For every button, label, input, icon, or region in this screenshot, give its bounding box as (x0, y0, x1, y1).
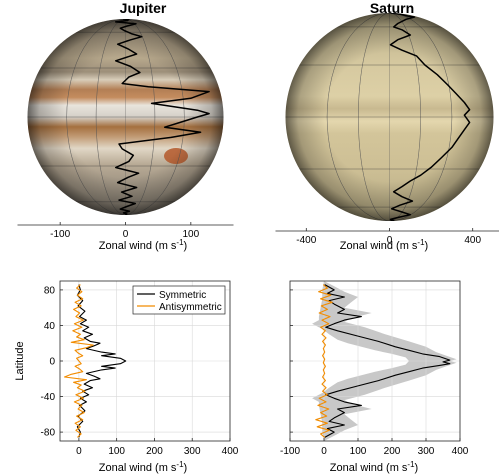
legend-symmetric-label: Symmetric (159, 290, 206, 301)
jupiter-decomposition-x-label: Zonal wind (m s-1) (99, 460, 187, 474)
x-tick-label: 100 (108, 446, 125, 457)
x-tick-label: 400 (222, 446, 239, 457)
x-tick-label: -100 (280, 446, 300, 457)
y-tick-label: 40 (44, 321, 56, 332)
y-tick-label: -80 (41, 428, 56, 439)
jupiter-title: Jupiter (120, 0, 167, 16)
legend: Symmetric Antisymmetric (132, 285, 226, 315)
symmetric-line (76, 284, 127, 438)
saturn-x-axis: -400 0 400 (275, 228, 499, 246)
x-tick-label: 0 (76, 446, 82, 457)
x-tick-label: 300 (418, 446, 435, 457)
x-tick-label: 0 (123, 229, 129, 240)
y-tick-label: -40 (41, 392, 56, 403)
x-tick-label: 100 (350, 446, 367, 457)
x-tick-label: 0 (321, 446, 327, 457)
saturn-decomposition-x-label: Zonal wind (m s-1) (330, 460, 418, 474)
x-tick-label: 0 (387, 235, 393, 246)
jupiter-x-axis: -100 0 100 (17, 222, 234, 240)
jupiter-globe (27, 19, 224, 215)
jupiter-x-label: Zonal wind (m s-1) (99, 238, 187, 252)
x-tick-label: 200 (384, 446, 401, 457)
latitude-axis-label: Latitude (14, 341, 26, 380)
y-tick-label: 0 (49, 357, 55, 368)
x-tick-label: 400 (452, 446, 469, 457)
x-tick-label: 400 (464, 235, 481, 246)
antisymmetric-line (63, 284, 94, 438)
saturn-globe (285, 13, 494, 221)
saturn-x-label: Zonal wind (m s-1) (340, 238, 428, 252)
saturn-title: Saturn (370, 0, 414, 16)
x-tick-label: -100 (50, 229, 70, 240)
x-tick-label: 300 (184, 446, 201, 457)
x-tick-label: 200 (146, 446, 163, 457)
saturn-decomposition-plot: -100 0 100 200 300 400 (280, 280, 469, 457)
x-tick-label: -400 (296, 235, 316, 246)
y-tick-label: 80 (44, 285, 56, 296)
x-tick-label: 100 (182, 229, 199, 240)
antisymmetric-line (315, 284, 333, 438)
symmetric-line (324, 284, 451, 438)
legend-antisymmetric-label: Antisymmetric (159, 302, 222, 313)
